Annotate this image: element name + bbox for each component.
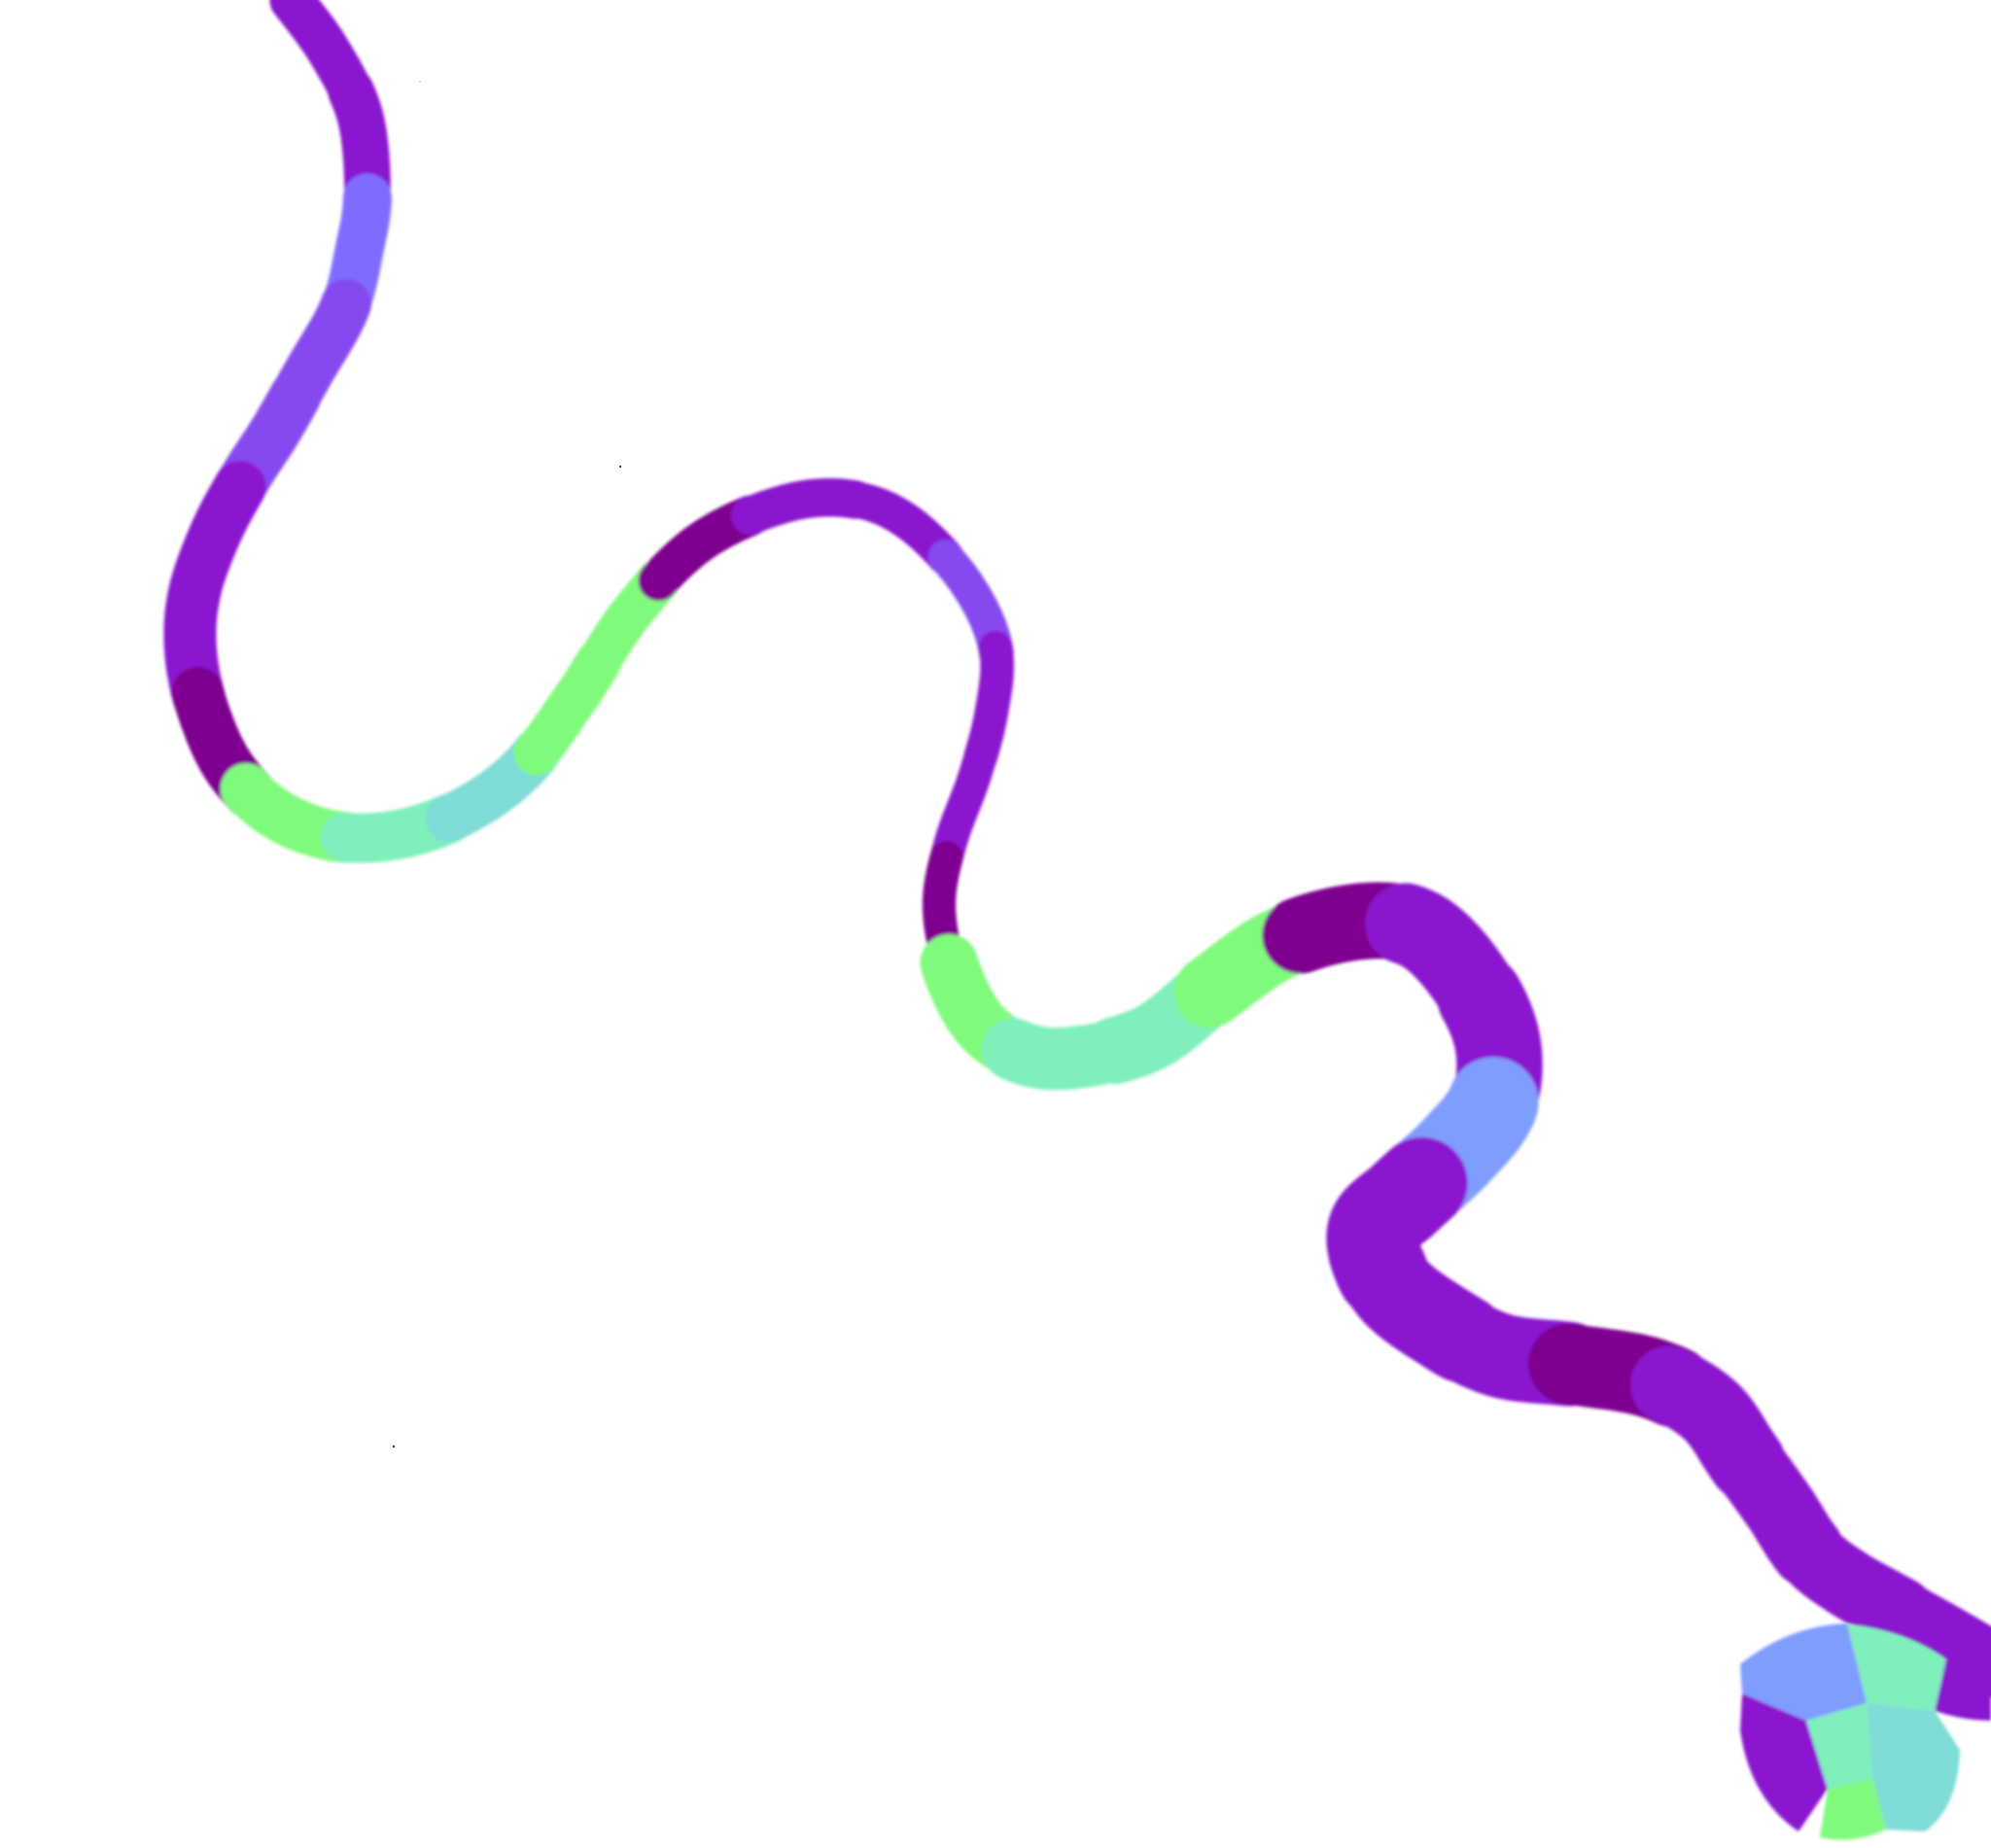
blob-facet: [1806, 1703, 1872, 1789]
speck-dot: [618, 465, 622, 469]
ribbon-segment: [1863, 1577, 1991, 1697]
ribbon-segment: [963, 630, 1014, 773]
squiggly-ribbon: [163, 0, 1991, 1697]
speck-dot: [419, 81, 421, 83]
blob-facet: [1820, 1779, 1886, 1840]
blob-facet: [1847, 1623, 1946, 1711]
blob-facet: [1867, 1703, 1960, 1831]
blob-facet: [1740, 1693, 1828, 1831]
speck-dot: [392, 1445, 396, 1448]
ribbon-end-blob: [1740, 1623, 1991, 1840]
blob-facet: [1740, 1623, 1867, 1721]
blob-facet: [1935, 1658, 1991, 1721]
ribbon-segment: [831, 480, 964, 575]
ribbon-segment: [929, 739, 997, 875]
